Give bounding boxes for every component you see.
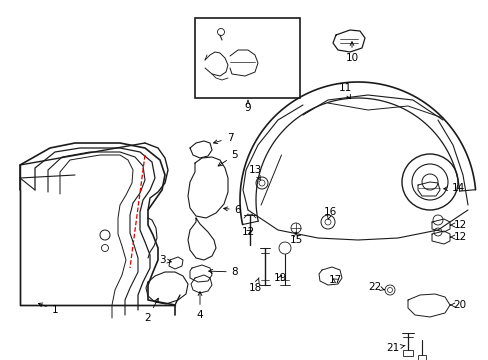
Text: 10: 10 [345, 42, 358, 63]
Text: 21: 21 [386, 343, 404, 353]
Text: 12: 12 [449, 220, 466, 230]
Text: 11: 11 [338, 83, 351, 99]
Text: 4: 4 [196, 292, 203, 320]
Text: 16: 16 [323, 207, 336, 220]
Text: 5: 5 [218, 150, 238, 166]
Text: 6: 6 [223, 205, 241, 215]
Text: 17: 17 [328, 275, 341, 285]
Text: 12: 12 [241, 227, 254, 237]
Text: 20: 20 [449, 300, 466, 310]
Text: 8: 8 [208, 267, 238, 277]
Text: 3: 3 [159, 255, 171, 265]
Text: 13: 13 [248, 165, 261, 180]
Text: 19: 19 [273, 273, 286, 283]
Text: 18: 18 [248, 278, 261, 293]
Text: 15: 15 [289, 232, 302, 245]
Text: 7: 7 [213, 133, 233, 144]
Text: 1: 1 [39, 303, 58, 315]
Bar [417, 355, 425, 360]
Text: 22: 22 [367, 282, 384, 292]
Text: 12: 12 [449, 232, 466, 242]
Text: 2: 2 [144, 298, 158, 323]
Bar [402, 350, 412, 356]
Bar [195, 18, 299, 98]
Text: 9: 9 [244, 100, 251, 113]
Text: 14: 14 [443, 183, 464, 193]
